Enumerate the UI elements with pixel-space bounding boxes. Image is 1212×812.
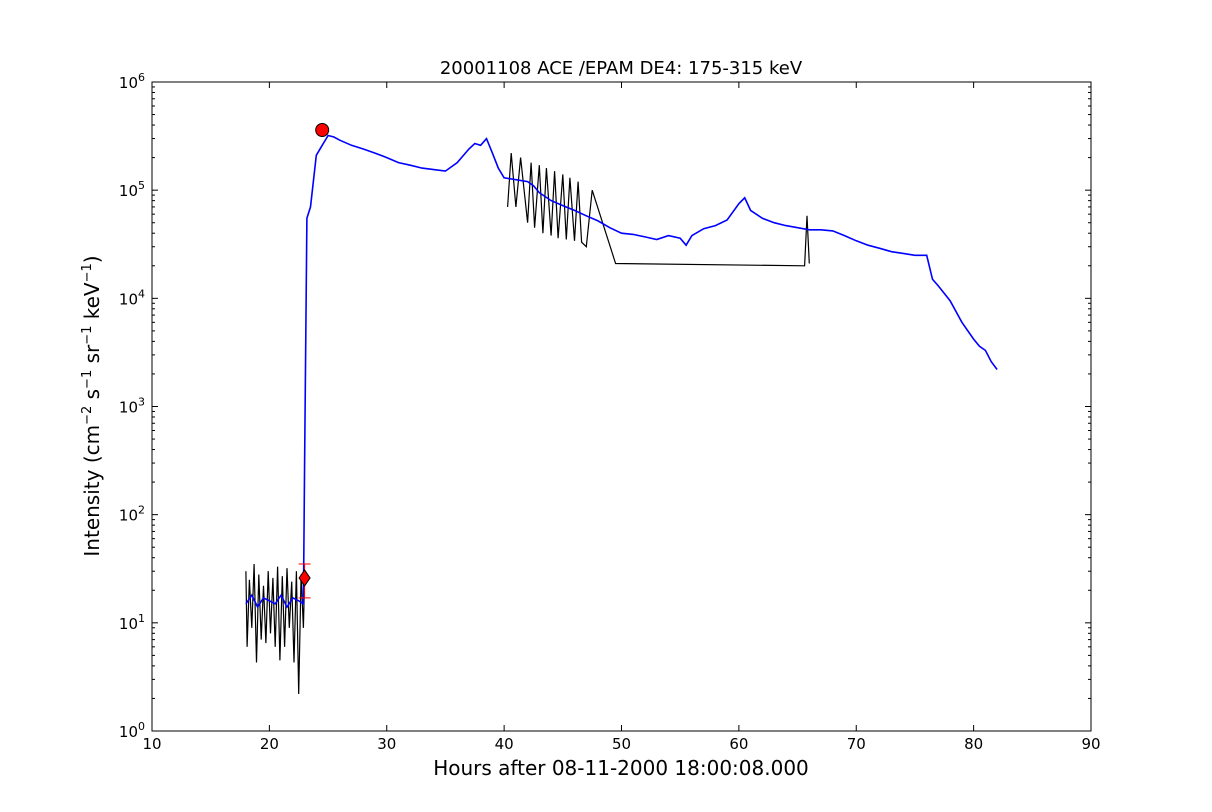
y-tick-label: 102 — [119, 504, 145, 525]
series-line-raw-black — [245, 563, 306, 695]
y-tick-label: 106 — [119, 71, 145, 92]
y-axis-label-sup: −1 — [80, 263, 95, 282]
peak-marker — [315, 122, 330, 137]
x-tick-label: 20 — [260, 735, 279, 753]
y-axis-label-sup: −2 — [80, 406, 95, 425]
y-axis-label: Intensity (cm−2 s−1 sr−1 keV−1) — [80, 255, 104, 556]
x-tick-label: 70 — [847, 735, 866, 753]
x-tick-label: 60 — [729, 735, 748, 753]
y-axis: 100 101 102 103 104 105 106 — [119, 71, 1091, 741]
y-axis-label-sup: −1 — [80, 326, 95, 345]
plot-area — [245, 122, 998, 695]
series-line-raw-black-spikes — [507, 153, 810, 267]
y-axis-label-s: s — [80, 389, 104, 406]
y-tick-label: 100 — [119, 720, 145, 741]
x-tick-label: 40 — [495, 735, 514, 753]
x-tick-label: 80 — [964, 735, 983, 753]
series-line-smoothed-blue — [245, 134, 998, 609]
y-tick-label: 105 — [119, 179, 145, 200]
y-tick-label: 101 — [119, 612, 145, 633]
x-axis-label: Hours after 08-11-2000 18:00:08.000 — [433, 756, 809, 780]
y-axis-label-close: ) — [80, 255, 104, 263]
x-tick-label: 90 — [1081, 735, 1100, 753]
x-tick-label: 50 — [612, 735, 631, 753]
x-tick-label: 10 — [142, 735, 161, 753]
y-axis-label-kev: keV — [80, 282, 104, 326]
y-axis-label-sup: −1 — [80, 370, 95, 389]
chart-title: 20001108 ACE /EPAM DE4: 175-315 keV — [440, 58, 803, 79]
y-tick-label: 103 — [119, 396, 145, 417]
y-tick-label: 104 — [119, 287, 145, 308]
onset-marker — [298, 569, 311, 587]
y-axis-label-main: Intensity (cm — [80, 425, 104, 557]
x-axis: 10 20 30 40 50 60 70 80 90 — [142, 82, 1101, 753]
y-axis-label-sr: sr — [80, 344, 104, 370]
x-tick-label: 30 — [377, 735, 396, 753]
